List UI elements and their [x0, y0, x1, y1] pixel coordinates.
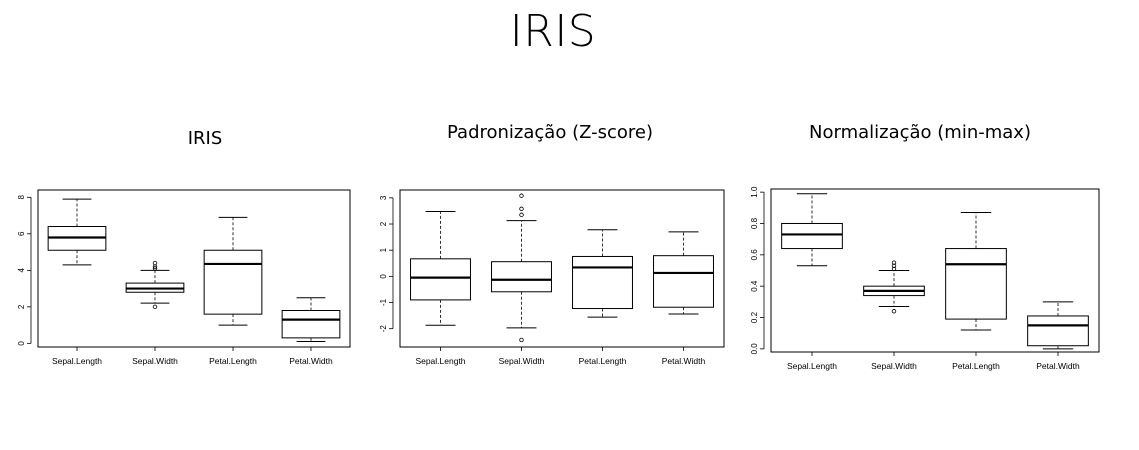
chart-title-zscore: Padronização (Z-score)	[447, 122, 653, 143]
y-tick-label: -2	[379, 325, 388, 333]
x-tick-label-petal-length: Petal.Length	[209, 356, 257, 366]
box-sepal-width-outlier	[519, 193, 524, 198]
y-tick-label: 0	[17, 341, 26, 346]
box-petal-length-iqr	[945, 248, 1007, 320]
box-sepal-width-outlier	[152, 266, 158, 271]
x-tick-label-petal-width: Petal.Width	[662, 356, 706, 366]
y-tick-label: 6	[17, 231, 26, 236]
box-sepal-width-outlier	[152, 304, 158, 310]
y-tick-label: 1.0	[750, 186, 759, 198]
x-tick-label-sepal-length: Sepal.Length	[787, 361, 837, 371]
y-tick-label: 0.4	[750, 280, 759, 292]
y-tick-label: 1	[379, 247, 388, 252]
box-petal-length-iqr	[203, 249, 263, 315]
y-tick-label: 2	[379, 221, 388, 226]
x-tick-label-sepal-width: Sepal.Width	[871, 361, 917, 371]
y-tick-label: 0	[379, 274, 388, 279]
box-sepal-width-outlier	[891, 263, 897, 268]
chart-title-iris: IRIS	[187, 128, 223, 149]
y-tick-label: 3	[379, 195, 388, 200]
plot-frame	[37, 189, 351, 348]
plot-frame	[770, 188, 1100, 353]
x-tick-label-petal-length: Petal.Length	[952, 361, 1000, 371]
y-tick-label: 0.8	[750, 217, 759, 229]
chart-title-minmax: Normalização (min-max)	[809, 122, 1031, 143]
y-tick-label: 8	[17, 195, 26, 200]
box-petal-width-iqr	[653, 255, 714, 308]
x-tick-label-petal-length: Petal.Length	[579, 356, 627, 366]
box-sepal-width-iqr	[491, 261, 552, 293]
box-sepal-length-iqr	[410, 258, 471, 301]
box-sepal-width-outlier	[891, 309, 897, 314]
box-sepal-width-outlier	[519, 337, 524, 343]
x-tick-label-sepal-length: Sepal.Length	[415, 356, 465, 366]
slide-title: IRIS	[509, 6, 597, 57]
box-sepal-width-outlier	[519, 212, 524, 218]
y-tick-label: 2	[17, 304, 26, 309]
box-petal-width-iqr	[1027, 315, 1089, 347]
box-sepal-width-outlier	[152, 264, 158, 269]
x-tick-label-petal-width: Petal.Width	[1036, 361, 1080, 371]
box-sepal-width-outlier	[891, 260, 897, 265]
box-sepal-width-outlier	[891, 266, 897, 272]
box-sepal-length-iqr	[781, 222, 843, 250]
y-tick-label: 0.0	[750, 343, 759, 355]
plot-frame	[399, 189, 725, 348]
y-tick-label: -1	[379, 298, 388, 306]
box-sepal-width-outlier	[519, 206, 524, 212]
x-tick-label-sepal-length: Sepal.Length	[52, 356, 102, 366]
box-petal-length-iqr	[572, 255, 633, 310]
box-petal-width-iqr	[281, 309, 341, 339]
x-tick-label-sepal-width: Sepal.Width	[499, 356, 545, 366]
y-tick-label: 0.2	[750, 311, 759, 323]
y-tick-label: 0.6	[750, 249, 759, 261]
y-tick-label: 4	[17, 268, 26, 273]
x-tick-label-sepal-width: Sepal.Width	[132, 356, 178, 366]
x-tick-label-petal-width: Petal.Width	[289, 356, 333, 366]
